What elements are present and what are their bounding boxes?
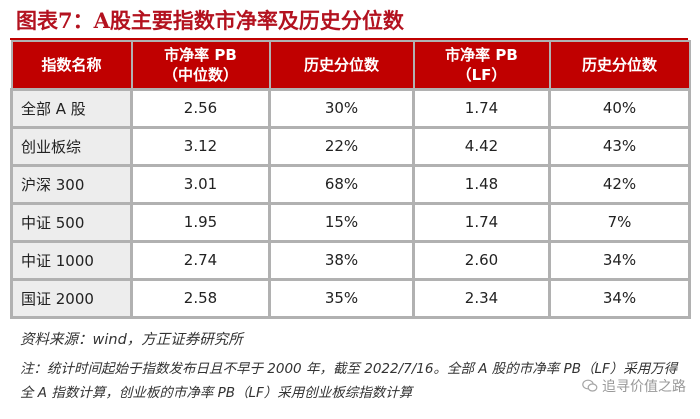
index-name-cell: 中证 500: [10, 201, 133, 243]
percentile-lf-cell: 34%: [548, 277, 691, 319]
index-name-cell: 全部 A 股: [10, 87, 133, 129]
percentile-median-cell: 22%: [268, 125, 415, 167]
header-pb-median: 市净率 PB （中位数）: [130, 40, 271, 90]
pb-lf-cell: 1.74: [412, 201, 551, 243]
table-row: 创业板综 3.12 22% 4.42 43%: [10, 125, 691, 167]
percentile-lf-cell: 34%: [548, 239, 691, 281]
source-note: 资料来源：wind，方正证券研究所: [20, 332, 243, 348]
pb-table-container: 指数名称 市净率 PB （中位数） 历史分位数 市净率 PB （LF） 历史分位…: [10, 38, 691, 319]
pb-median-cell: 2.74: [130, 239, 271, 281]
pb-lf-cell: 1.74: [412, 87, 551, 129]
watermark-text: 追寻价值之路: [602, 379, 686, 395]
index-name-cell: 国证 2000: [10, 277, 133, 319]
index-name-cell: 沪深 300: [10, 163, 133, 205]
table-header-row: 指数名称 市净率 PB （中位数） 历史分位数 市净率 PB （LF） 历史分位…: [10, 40, 691, 90]
index-name-cell: 中证 1000: [10, 239, 133, 281]
percentile-lf-cell: 40%: [548, 87, 691, 129]
wechat-icon: [582, 379, 598, 392]
percentile-lf-cell: 42%: [548, 163, 691, 205]
percentile-median-cell: 30%: [268, 87, 415, 129]
table-row: 中证 500 1.95 15% 1.74 7%: [10, 201, 691, 243]
header-pb-lf: 市净率 PB （LF）: [412, 40, 551, 90]
pb-lf-cell: 2.34: [412, 277, 551, 319]
pb-median-cell: 2.58: [130, 277, 271, 319]
figure-title: 图表7：A股主要指数市净率及历史分位数: [16, 8, 404, 33]
table-row: 沪深 300 3.01 68% 1.48 42%: [10, 163, 691, 205]
pb-median-cell: 2.56: [130, 87, 271, 129]
watermark: 追寻价值之路: [582, 376, 686, 396]
percentile-median-cell: 35%: [268, 277, 415, 319]
table-row: 国证 2000 2.58 35% 2.34 34%: [10, 277, 691, 319]
percentile-lf-cell: 7%: [548, 201, 691, 243]
pb-lf-cell: 4.42: [412, 125, 551, 167]
pb-median-cell: 3.01: [130, 163, 271, 205]
pb-median-cell: 1.95: [130, 201, 271, 243]
table-row: 全部 A 股 2.56 30% 1.74 40%: [10, 87, 691, 129]
pb-table: 指数名称 市净率 PB （中位数） 历史分位数 市净率 PB （LF） 历史分位…: [10, 40, 691, 319]
table-row: 中证 1000 2.74 38% 2.60 34%: [10, 239, 691, 281]
pb-lf-cell: 1.48: [412, 163, 551, 205]
header-percentile-lf: 历史分位数: [548, 40, 691, 90]
index-name-cell: 创业板综: [10, 125, 133, 167]
pb-lf-cell: 2.60: [412, 239, 551, 281]
pb-median-cell: 3.12: [130, 125, 271, 167]
header-percentile-median: 历史分位数: [268, 40, 415, 90]
percentile-median-cell: 38%: [268, 239, 415, 281]
percentile-median-cell: 68%: [268, 163, 415, 205]
percentile-lf-cell: 43%: [548, 125, 691, 167]
header-index-name: 指数名称: [10, 40, 133, 90]
percentile-median-cell: 15%: [268, 201, 415, 243]
footnote: 注：统计时间起始于指数发布日且不早于 2000 年，截至 2022/7/16。全…: [20, 361, 678, 401]
